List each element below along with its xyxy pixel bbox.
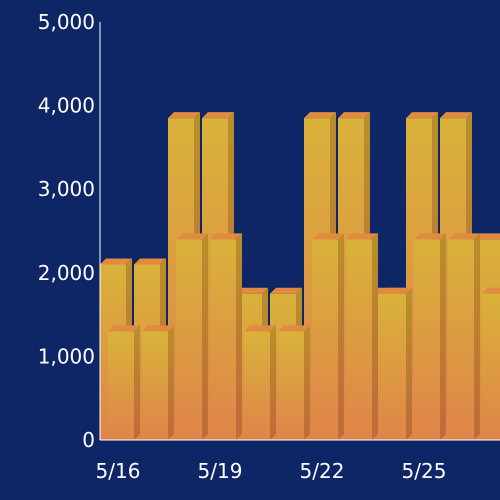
y-tick-label: 1,000 — [38, 344, 95, 368]
bar-top-cap — [142, 325, 174, 332]
bar-top-cap — [244, 325, 276, 332]
bar-5-16-series-2 — [108, 325, 140, 440]
bar-front-face — [380, 293, 406, 440]
bar-5-26-series-2 — [448, 233, 480, 440]
bar-top-cap — [338, 112, 370, 119]
bar-top-cap — [346, 233, 378, 240]
bar-side-face — [202, 233, 208, 440]
bar-side-face — [304, 325, 310, 440]
bar-side-face — [406, 287, 412, 440]
bar-5-18-series-2 — [176, 233, 208, 440]
bar-5-19-series-2 — [210, 233, 242, 440]
bar-5-24-series-2 — [380, 287, 412, 440]
bar-front-face — [176, 239, 202, 440]
x-tick-label: 5/19 — [198, 459, 243, 483]
bar-5-17-series-2 — [142, 325, 174, 440]
bar-front-face — [414, 239, 440, 440]
bar-front-face — [448, 239, 474, 440]
x-tick-label: 5/22 — [300, 459, 345, 483]
bar-top-cap — [304, 112, 336, 119]
bar-top-cap — [380, 287, 412, 294]
bar-side-face — [236, 233, 242, 440]
bar-top-cap — [312, 233, 344, 240]
bar-side-face — [474, 233, 480, 440]
bar-top-cap — [482, 287, 500, 294]
bar-top-cap — [278, 325, 310, 332]
bar-side-face — [168, 325, 174, 440]
bar-front-face — [244, 331, 270, 440]
bar-front-face — [210, 239, 236, 440]
bar-top-cap — [202, 112, 234, 119]
bar-top-cap — [270, 287, 302, 294]
y-tick-label: 3,000 — [38, 177, 95, 201]
tick-labels-layer: 0 1,000 2,000 3,000 4,000 5,000 5/16 5/19 5/22 5/… — [38, 10, 447, 483]
bar-side-face — [372, 233, 378, 440]
y-tick-label: 0 — [82, 428, 95, 452]
bar-top-cap — [108, 325, 140, 332]
bar-5-20-series-2 — [244, 325, 276, 440]
bar-5-21-series-2 — [278, 325, 310, 440]
bar-top-cap — [236, 287, 268, 294]
bar-front-face — [346, 239, 372, 440]
bar-top-cap — [448, 233, 480, 240]
bars-layer — [100, 112, 500, 440]
bar-front-face — [278, 331, 304, 440]
bar-top-cap — [474, 233, 500, 240]
bar-top-cap — [176, 233, 208, 240]
y-tick-label: 2,000 — [38, 261, 95, 285]
bar-top-cap — [406, 112, 438, 119]
bar-top-cap — [440, 112, 472, 119]
bar-side-face — [440, 233, 446, 440]
axes-layer — [99, 22, 500, 441]
bar-side-face — [134, 325, 140, 440]
y-tick-label: 5,000 — [38, 10, 95, 34]
bar-5-25-series-2 — [414, 233, 446, 440]
bar-side-face — [338, 233, 344, 440]
x-tick-label: 5/16 — [96, 459, 141, 483]
bar-top-cap — [100, 258, 132, 265]
y-tick-label: 4,000 — [38, 94, 95, 118]
bar-5-23-series-2 — [346, 233, 378, 440]
bar-front-face — [142, 331, 168, 440]
bar-front-face — [312, 239, 338, 440]
bar-top-cap — [134, 258, 166, 265]
bar-5-22-series-2 — [312, 233, 344, 440]
bar-front-face — [482, 293, 500, 440]
bar-front-face — [108, 331, 134, 440]
bar-top-cap — [168, 112, 200, 119]
bar-5-27-series-2 — [482, 287, 500, 440]
bar-top-cap — [210, 233, 242, 240]
x-tick-label: 5/25 — [402, 459, 447, 483]
bar-top-cap — [414, 233, 446, 240]
bar-side-face — [270, 325, 276, 440]
